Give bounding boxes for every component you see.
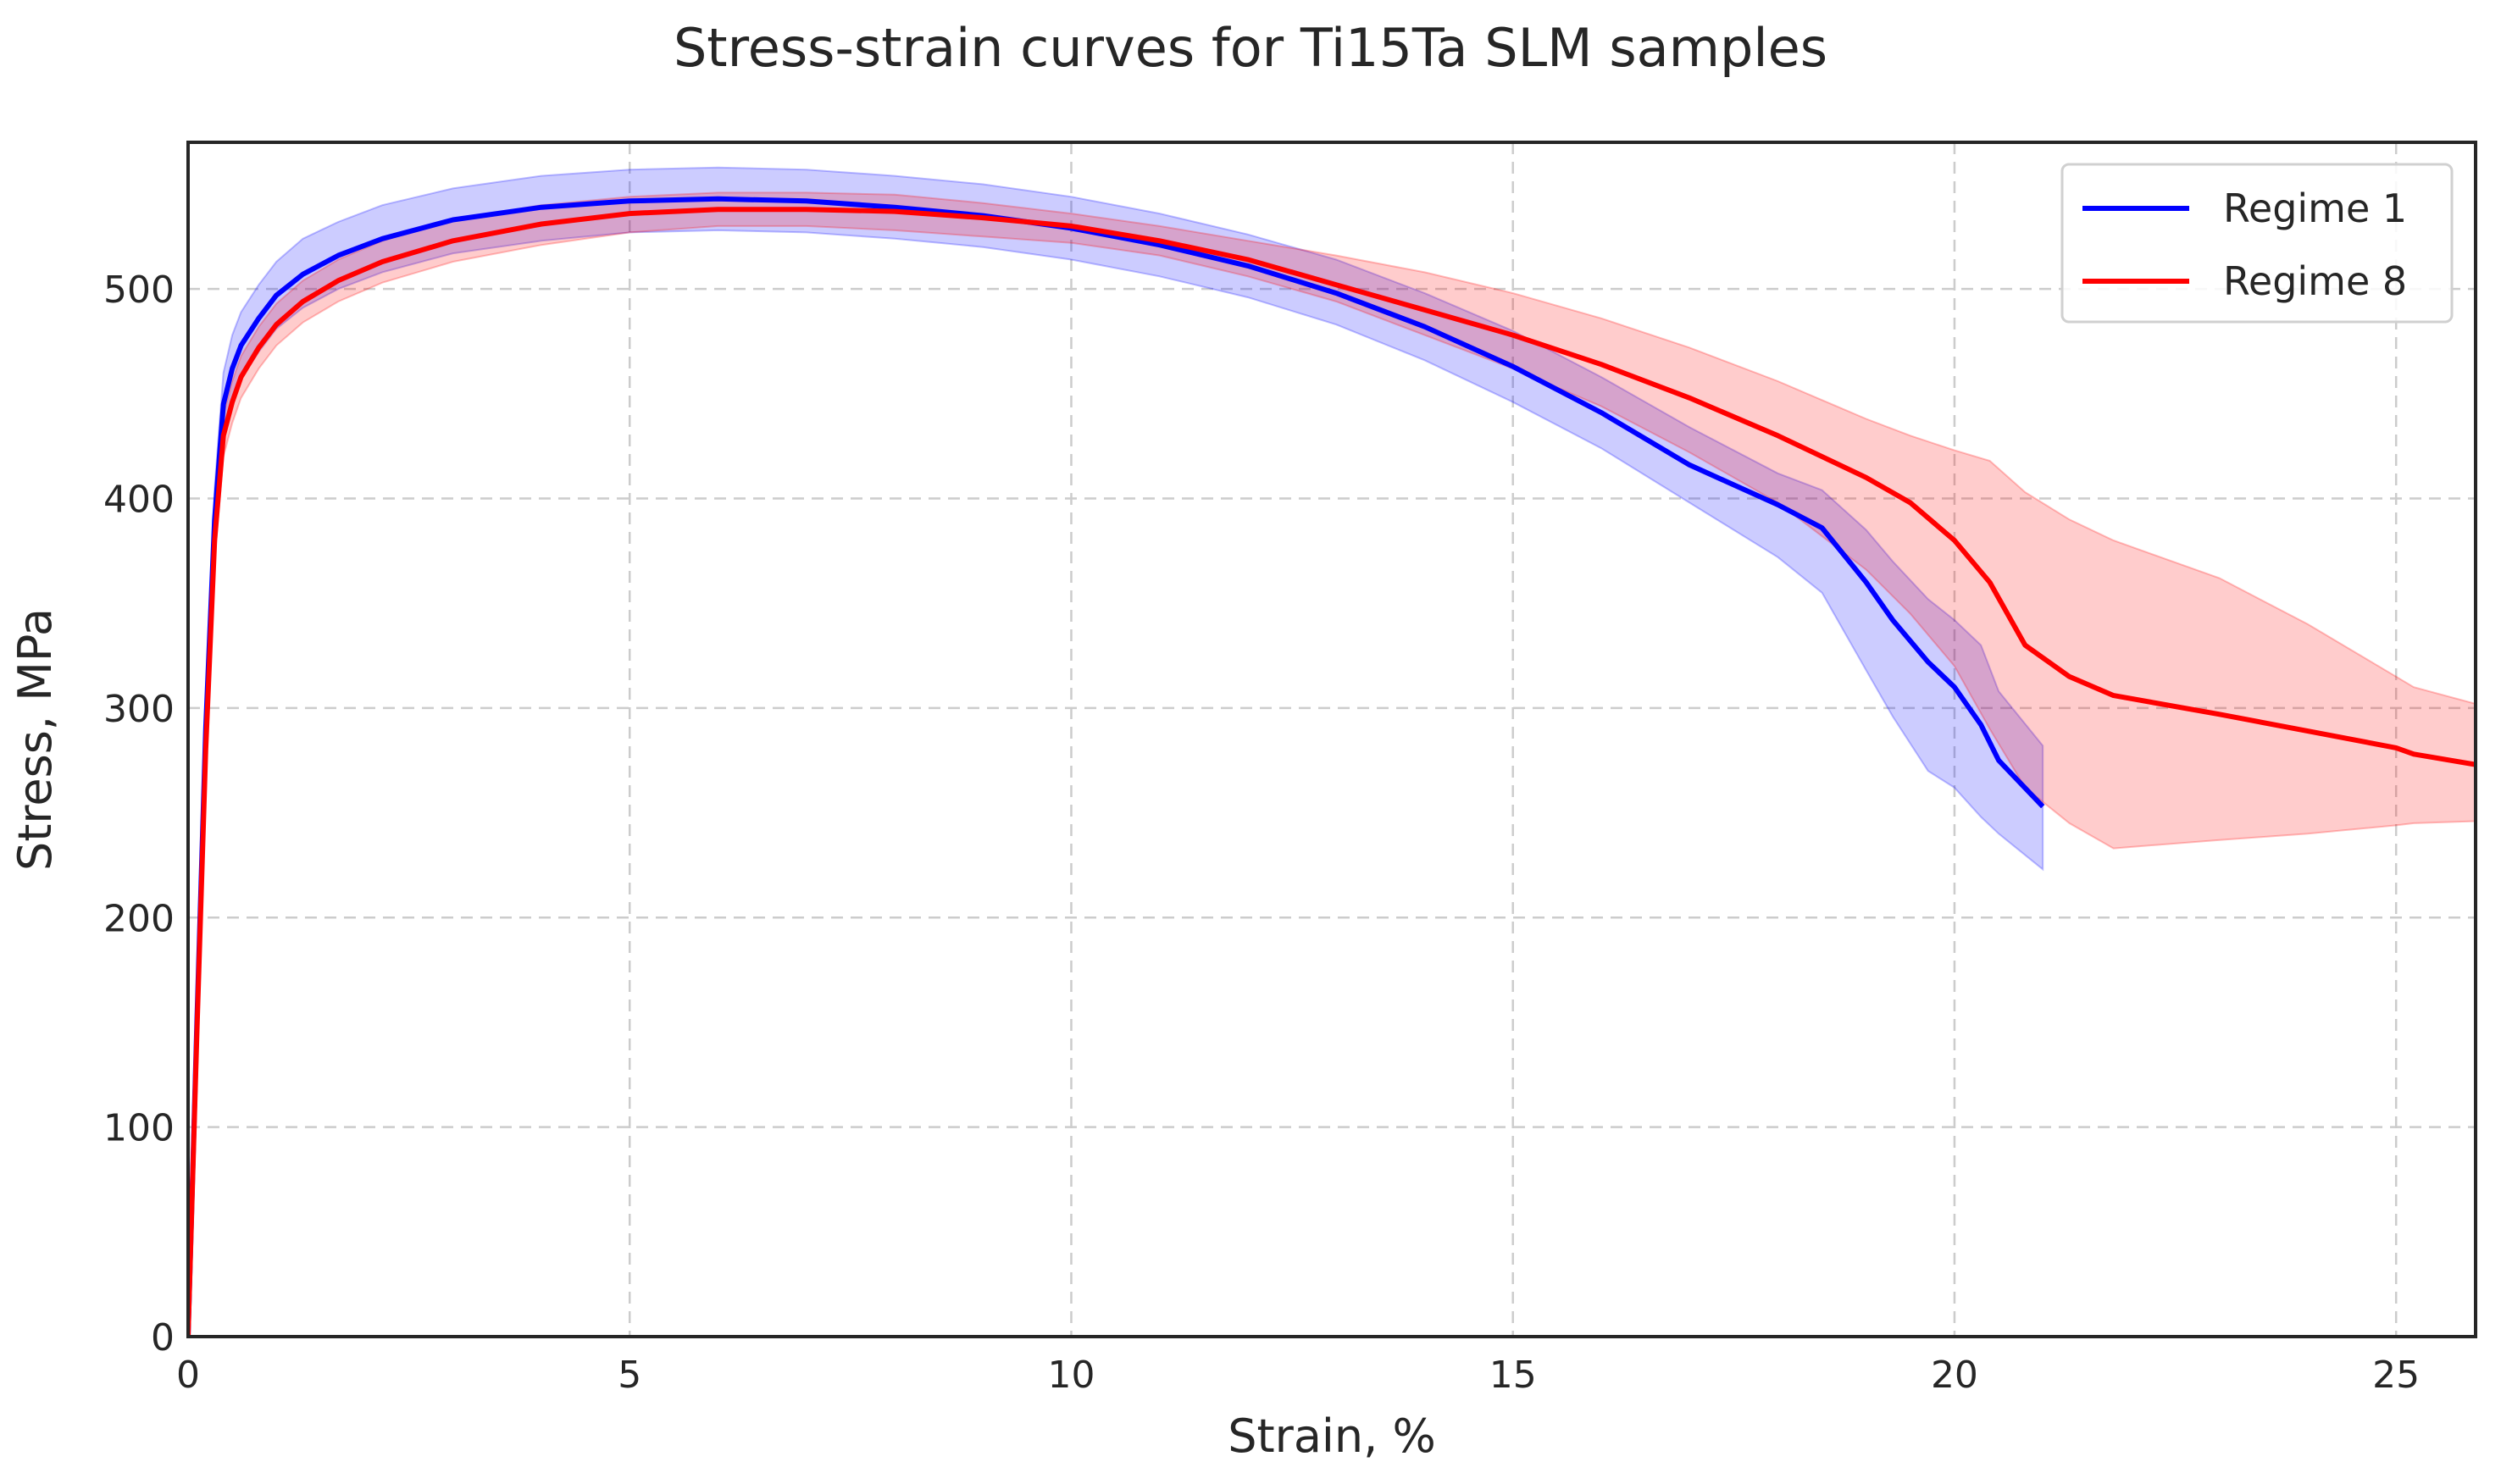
y-tick-label-5: 500 — [103, 269, 175, 312]
plot-frame — [186, 141, 2477, 1338]
x-tick-label-5: 25 — [2372, 1354, 2420, 1397]
legend: Regime 1 Regime 8 — [2060, 163, 2454, 324]
plot-area — [188, 166, 2476, 1337]
x-tick-label-2: 10 — [1047, 1354, 1095, 1397]
x-axis-label: Strain, % — [1228, 1409, 1436, 1463]
band-series-1 — [188, 166, 2044, 1337]
y-tick-label-2: 200 — [103, 897, 175, 940]
x-axis-ticks: 0 5 10 15 20 25 — [176, 1354, 2420, 1397]
grid-lines — [188, 142, 2476, 1337]
chart-title: Stress-strain curves for Ti15Ta SLM samp… — [674, 17, 1827, 79]
y-tick-label-4: 400 — [103, 479, 175, 522]
y-tick-label-1: 100 — [103, 1107, 175, 1150]
legend-label-2: Regime 8 — [2223, 258, 2407, 304]
y-axis-label: Stress, MPa — [8, 608, 62, 871]
confidence-bands — [188, 166, 2476, 1337]
line-series-1 — [188, 196, 2045, 1337]
series-lines — [188, 196, 2476, 1337]
x-tick-label-0: 0 — [176, 1354, 200, 1397]
y-tick-label-3: 300 — [103, 688, 175, 731]
x-tick-label-3: 15 — [1489, 1354, 1537, 1397]
legend-label-1: Regime 1 — [2223, 186, 2407, 231]
y-tick-label-0: 0 — [151, 1316, 175, 1359]
line-series-2 — [188, 207, 2476, 1337]
x-tick-label-1: 5 — [618, 1354, 641, 1397]
band-series-2 — [188, 191, 2476, 1337]
y-axis-ticks: 0 100 200 300 400 500 — [103, 269, 175, 1359]
x-tick-label-4: 20 — [1931, 1354, 1978, 1397]
